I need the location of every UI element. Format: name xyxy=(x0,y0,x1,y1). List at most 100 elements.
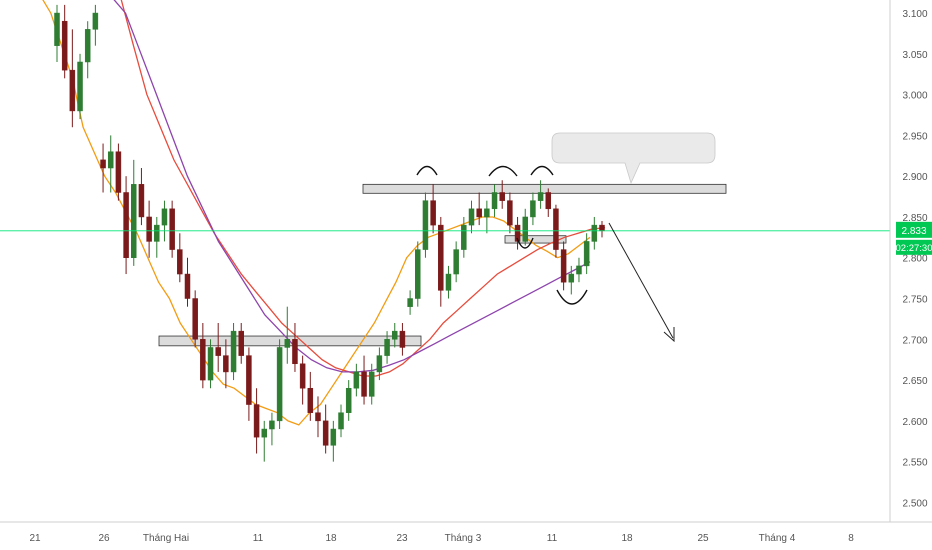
candle-body xyxy=(123,192,129,258)
price-tick-label: 2.600 xyxy=(902,417,927,428)
price-tick-label: 2.850 xyxy=(902,213,927,224)
candle-body xyxy=(499,192,505,201)
candle-body xyxy=(84,29,91,63)
candle-body xyxy=(276,347,283,422)
candle-body xyxy=(530,200,536,218)
time-tick-label: 23 xyxy=(396,533,408,544)
pattern-arc xyxy=(516,237,534,249)
candle-body xyxy=(553,208,559,250)
candle-body xyxy=(269,420,275,430)
time-tick-label: 25 xyxy=(697,533,709,544)
time-tick-label: 11 xyxy=(253,533,264,544)
candle-body xyxy=(292,339,298,365)
candle-body xyxy=(599,224,605,232)
candle-body xyxy=(338,412,344,430)
price-tick-label: 2.700 xyxy=(902,335,927,346)
candle-body xyxy=(399,330,406,348)
price-tick-label: 2.750 xyxy=(902,295,927,306)
candle-body xyxy=(261,428,268,438)
candle-body xyxy=(215,347,221,356)
candle-body xyxy=(484,208,490,218)
callout-bubble xyxy=(551,132,716,185)
candle-body xyxy=(368,371,375,397)
time-tick-label: 11 xyxy=(547,533,558,544)
candle-body xyxy=(69,69,76,112)
candle-body xyxy=(61,20,68,71)
candle-body xyxy=(315,412,321,422)
pattern-arc xyxy=(416,165,438,176)
candle-body xyxy=(184,273,191,299)
candle-body xyxy=(107,151,114,169)
resistance-zone xyxy=(362,183,727,194)
candle-body xyxy=(430,200,436,226)
price-tick-label: 2.550 xyxy=(902,458,927,469)
price-tick-label: 2.500 xyxy=(902,498,927,509)
countdown-tag xyxy=(896,239,932,255)
candle-body xyxy=(177,249,183,275)
time-tick-label: 18 xyxy=(621,533,633,544)
candle-body xyxy=(92,12,99,30)
candle-body xyxy=(131,184,137,258)
time-tick-label: Tháng 4 xyxy=(759,533,796,544)
pattern-arc xyxy=(556,289,588,305)
candle-body xyxy=(246,355,252,405)
candle-body xyxy=(353,371,360,389)
candle-body xyxy=(576,265,582,275)
pattern-arc xyxy=(488,165,518,177)
candle-body xyxy=(545,192,552,210)
candle-body xyxy=(284,339,291,348)
time-tick-label: 21 xyxy=(29,533,41,544)
candle-body xyxy=(560,249,567,283)
candle-body xyxy=(514,224,521,242)
projection-arrow-line xyxy=(608,222,674,339)
candle-body xyxy=(522,216,528,242)
candle-body xyxy=(583,241,590,267)
current-price-value: 2.833 xyxy=(901,226,926,237)
price-tick-label: 3.050 xyxy=(902,50,927,61)
candle-body xyxy=(476,208,482,218)
candle-body xyxy=(146,216,152,242)
time-tick-label: 26 xyxy=(98,533,110,544)
candle-body xyxy=(391,330,398,340)
candle-body xyxy=(407,298,413,307)
price-tick-label: 2.650 xyxy=(902,376,927,387)
candle-body xyxy=(223,355,229,373)
candle-body xyxy=(591,224,598,242)
candle-body xyxy=(207,347,214,381)
candle-body xyxy=(299,363,306,389)
candle-body xyxy=(200,339,206,381)
pattern-arc xyxy=(530,165,554,176)
candle-body xyxy=(169,208,175,250)
candle-body xyxy=(468,208,475,226)
candle-body xyxy=(138,184,145,218)
projection-arrow-head xyxy=(663,327,675,343)
candle-body xyxy=(422,200,429,250)
candle-body xyxy=(330,428,337,446)
candle-body xyxy=(438,224,444,291)
candle-body xyxy=(77,61,83,112)
plot-area[interactable] xyxy=(0,0,890,462)
candle-body xyxy=(100,159,106,169)
candle-body xyxy=(154,224,160,242)
candle-body xyxy=(345,387,352,413)
candle-body xyxy=(192,298,198,340)
candle-body xyxy=(491,192,498,210)
candle-body xyxy=(507,200,513,226)
annotations-layer xyxy=(416,132,716,343)
time-tick-label: Tháng Hai xyxy=(143,533,189,544)
neckline-zone xyxy=(504,235,567,244)
candle-body xyxy=(445,273,452,291)
candle-body xyxy=(537,192,544,201)
candle-body xyxy=(54,12,60,46)
candle-body xyxy=(461,224,467,250)
moving-average-line xyxy=(113,0,591,373)
price-tick-label: 2.950 xyxy=(902,131,927,142)
candle-body xyxy=(253,404,260,438)
candle-body xyxy=(384,339,390,356)
price-tick-label: 2.800 xyxy=(902,254,927,265)
candle-body xyxy=(115,151,122,193)
candle-body xyxy=(376,355,383,373)
candle-body xyxy=(238,330,244,356)
